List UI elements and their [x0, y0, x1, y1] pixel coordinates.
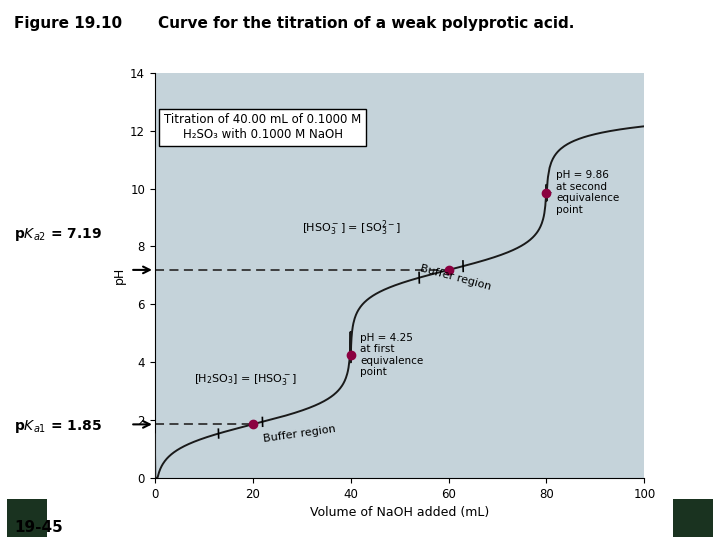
Text: 19-45: 19-45 [14, 519, 63, 535]
Text: pH = 9.86
at second
equivalence
point: pH = 9.86 at second equivalence point [557, 170, 619, 215]
Text: [HSO$_3^-$] = [SO$_3^{2-}$]: [HSO$_3^-$] = [SO$_3^{2-}$] [302, 219, 401, 238]
X-axis label: Volume of NaOH added (mL): Volume of NaOH added (mL) [310, 506, 489, 519]
Text: pH = 4.25
at first
equivalence
point: pH = 4.25 at first equivalence point [361, 333, 423, 377]
Text: Buffer region: Buffer region [263, 424, 336, 444]
Text: Figure 19.10: Figure 19.10 [14, 16, 122, 31]
Text: Titration of 40.00 mL of 0.1000 M
H₂SO₃ with 0.1000 M NaOH: Titration of 40.00 mL of 0.1000 M H₂SO₃ … [164, 113, 361, 141]
Text: p$\mathit{K}_{a2}$ = 7.19: p$\mathit{K}_{a2}$ = 7.19 [14, 226, 102, 244]
Text: [H$_2$SO$_3$] = [HSO$_3^-$]: [H$_2$SO$_3$] = [HSO$_3^-$] [194, 373, 297, 387]
Text: Buffer region: Buffer region [419, 264, 492, 292]
Text: p$\mathit{K}_{a1}$ = 1.85: p$\mathit{K}_{a1}$ = 1.85 [14, 418, 102, 435]
Y-axis label: pH: pH [113, 267, 126, 284]
Text: Curve for the titration of a weak polyprotic acid.: Curve for the titration of a weak polypr… [158, 16, 575, 31]
